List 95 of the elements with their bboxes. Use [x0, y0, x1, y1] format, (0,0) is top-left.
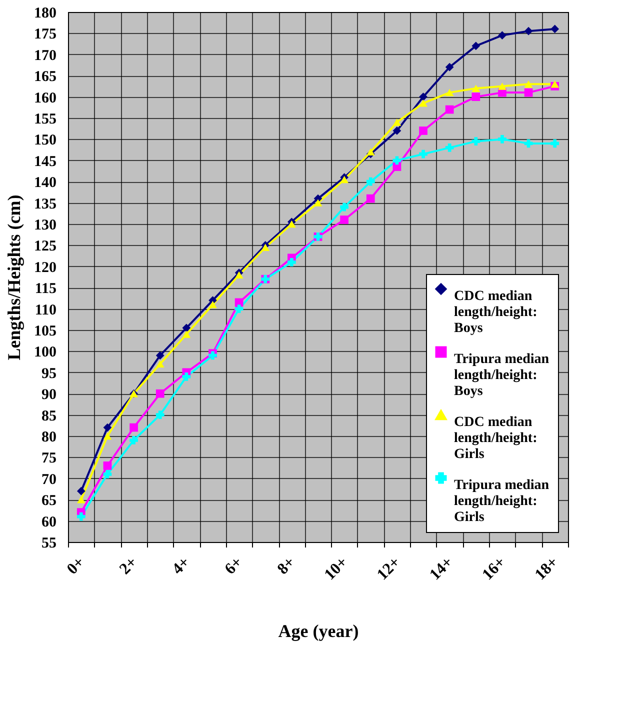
point [288, 220, 296, 228]
x-tick-label: 14+ [426, 554, 456, 584]
point [419, 100, 428, 107]
x-tick-label: 0+ [64, 554, 88, 578]
x-tick-label: 8+ [274, 554, 299, 578]
y-tick-label: 150 [34, 132, 56, 149]
point [498, 135, 506, 144]
point [340, 216, 348, 224]
point [472, 84, 480, 92]
y-tick-label: 170 [34, 48, 56, 64]
point [340, 202, 348, 212]
y-tick-label: 120 [34, 260, 56, 276]
y-tick-label: 180 [34, 6, 56, 22]
x-axis-title: Age (year) [278, 620, 359, 641]
point [498, 31, 506, 40]
point [392, 118, 402, 126]
point [182, 324, 191, 332]
y-tick-label: 165 [34, 69, 56, 86]
point [234, 271, 244, 279]
point [366, 148, 375, 156]
point [498, 82, 506, 90]
point [524, 80, 533, 88]
x-tick-label: 18+ [532, 554, 562, 584]
point [472, 92, 480, 101]
point [445, 62, 454, 72]
point [550, 24, 560, 34]
point [103, 461, 112, 470]
point [103, 470, 112, 478]
y-tick-label: 115 [34, 281, 56, 298]
y-tick-label: 105 [34, 324, 56, 340]
point [366, 194, 375, 203]
point [288, 258, 296, 266]
point [182, 330, 191, 338]
y-tick-label: 95 [42, 366, 56, 382]
y-tick-label: 90 [42, 387, 56, 404]
point [76, 512, 86, 521]
point [419, 92, 428, 101]
point [472, 137, 480, 146]
x-tick-label: 12+ [374, 554, 404, 584]
point [392, 126, 402, 135]
point [550, 80, 560, 88]
point [208, 351, 217, 360]
y-tick-label: 75 [42, 450, 56, 467]
y-tick-label: 70 [42, 472, 56, 488]
point [156, 351, 164, 360]
point [208, 300, 217, 308]
y-axis-title: Lengths/Heights (cm) [4, 194, 24, 360]
y-tick-label: 100 [34, 344, 56, 361]
point [445, 105, 454, 114]
x-tick-label: 16+ [479, 554, 510, 584]
legend-label: Tripura median length/height: Boys [454, 352, 550, 399]
point [130, 423, 138, 432]
y-tick-label: 145 [34, 154, 56, 170]
y-tick-label: 65 [42, 493, 56, 510]
point [261, 244, 270, 251]
point [130, 436, 138, 444]
y-tick-label: 135 [34, 196, 56, 212]
point [340, 176, 348, 184]
legend-label: CDC median length/height: Girls [454, 415, 538, 462]
legend-label: CDC median length/height: Boys [454, 289, 538, 336]
point [182, 372, 191, 381]
y-tick-label: 140 [34, 175, 56, 192]
point [234, 304, 244, 313]
y-tick-label: 155 [34, 112, 56, 128]
point [392, 156, 402, 165]
point [524, 88, 533, 97]
x-tick-label: 10+ [321, 554, 352, 584]
point [419, 126, 428, 135]
y-tick-label: 85 [42, 408, 56, 424]
point [156, 410, 164, 419]
x-tick-label: 6+ [222, 554, 246, 578]
point [76, 496, 86, 504]
point [524, 26, 533, 36]
point [103, 423, 112, 432]
point [76, 486, 86, 496]
x-tick-label: 2+ [116, 554, 141, 578]
x-tick-label: 4+ [169, 554, 194, 578]
y-tick-label: 80 [42, 430, 56, 446]
y-tick-label: 110 [34, 302, 56, 318]
point [550, 139, 560, 148]
point [103, 432, 112, 440]
point [472, 42, 480, 50]
point [445, 143, 454, 152]
point [156, 389, 164, 398]
y-tick-label: 60 [42, 514, 56, 530]
y-tick-label: 130 [34, 218, 56, 234]
point [366, 177, 375, 186]
y-tick-label: 175 [34, 26, 56, 43]
y-tick-label: 160 [34, 90, 56, 106]
y-tick-label: 125 [34, 238, 56, 255]
y-tick-label: 55 [42, 536, 56, 552]
point [419, 150, 428, 158]
point [445, 88, 454, 96]
point [156, 360, 164, 368]
legend-label: Tripura median length/height: Girls [454, 478, 550, 525]
